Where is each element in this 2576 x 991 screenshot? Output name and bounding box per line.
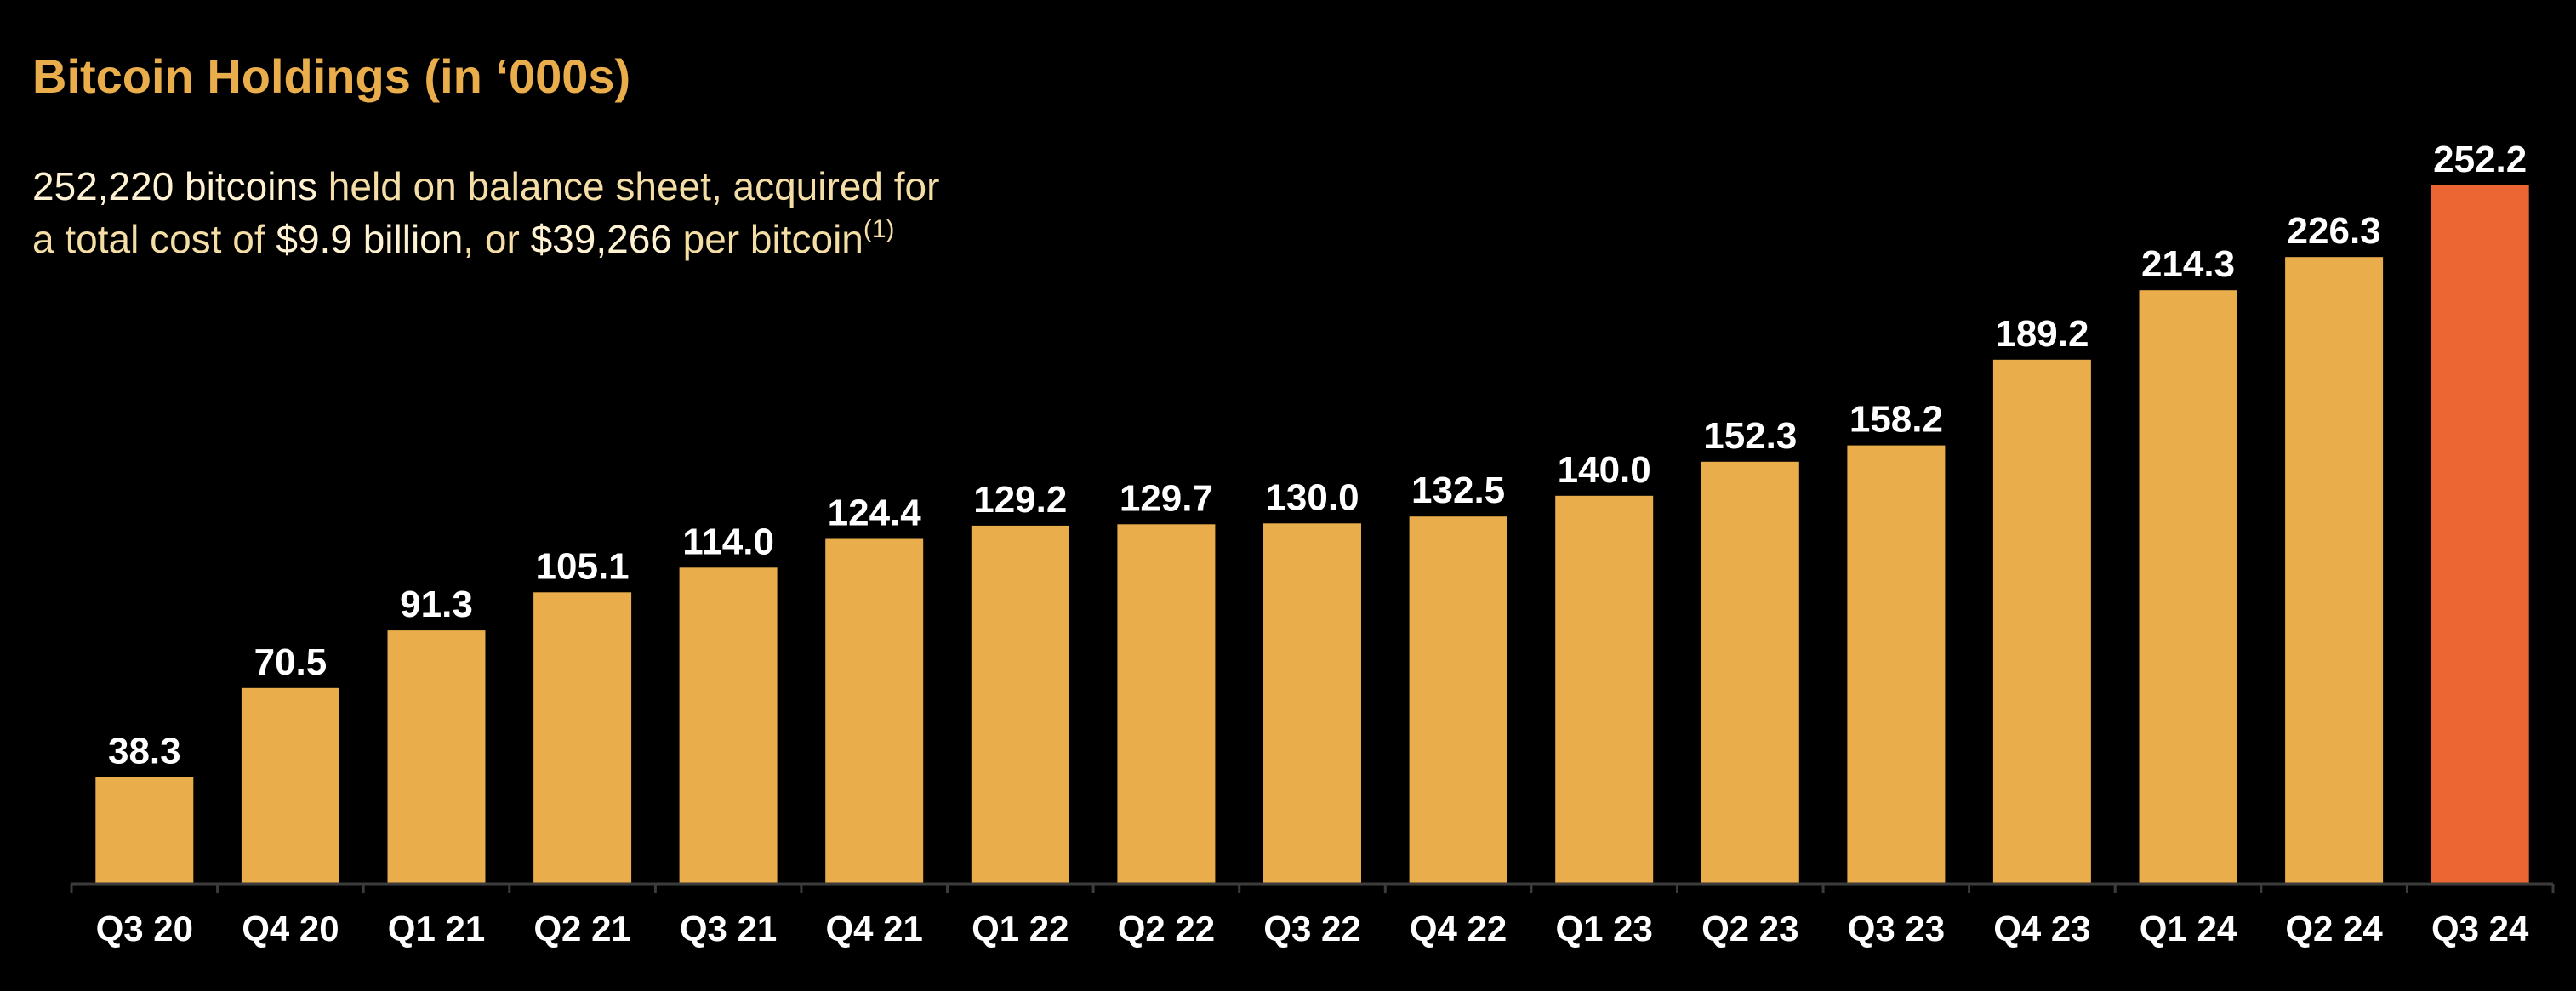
value-label: 252.2 (2433, 139, 2527, 180)
bar-q1-23 (1555, 495, 1654, 883)
bar-q4-20 (241, 687, 339, 883)
x-tick-label: Q4 23 (1993, 908, 2090, 948)
value-label: 189.2 (1995, 313, 2089, 355)
x-tick-labels-group: Q3 20 Q4 20 Q1 21 Q2 21 Q3 21 Q4 21 Q1 22 Q2 22… (96, 908, 2529, 948)
summary-text-4: per bitcoin (671, 217, 863, 261)
bar-q4-23 (1992, 359, 2091, 883)
x-tick-label: Q1 23 (1555, 908, 1652, 948)
x-tick-label: Q3 20 (96, 908, 193, 948)
bar-q3-24 (2431, 185, 2529, 883)
bar-q3-22 (1263, 523, 1361, 883)
bar-q2-24 (2285, 257, 2384, 883)
bar-q3-23 (1847, 445, 1946, 883)
summary-price-per-bitcoin: $39,266 (530, 217, 672, 261)
x-tick-label: Q2 24 (2285, 908, 2383, 948)
value-label: 214.3 (2141, 243, 2235, 285)
x-tick-label: Q2 23 (1701, 908, 1798, 948)
bar-q3-21 (679, 567, 778, 883)
value-label: 132.5 (1411, 470, 1505, 511)
value-label: 114.0 (682, 521, 774, 562)
bar-q4-21 (825, 538, 924, 883)
value-label: 152.3 (1703, 415, 1797, 457)
value-label: 130.0 (1265, 476, 1359, 518)
value-label: 140.0 (1558, 449, 1651, 491)
value-label: 129.2 (973, 479, 1067, 521)
summary-bitcoin-count: 252,220 bitcoins (32, 164, 318, 208)
x-tick-label: Q1 22 (972, 908, 1069, 948)
x-tick-label: Q3 23 (1848, 908, 1945, 948)
x-tick-label: Q2 22 (1118, 908, 1215, 948)
value-label: 129.7 (1120, 477, 1213, 519)
footnote-marker: (1) (863, 215, 895, 243)
bar-q1-24 (2139, 290, 2237, 883)
x-tick-label: Q3 22 (1263, 908, 1360, 948)
value-label: 226.3 (2288, 210, 2381, 252)
x-tick-label: Q4 22 (1410, 908, 1507, 948)
value-labels-group: 38.3 70.5 91.3 105.1 114.0 124.4 129.2 129.7 130… (108, 139, 2527, 772)
bar-q3-20 (95, 777, 194, 883)
value-label: 105.1 (536, 545, 630, 587)
value-label: 38.3 (108, 731, 181, 772)
bar-q2-22 (1117, 524, 1216, 883)
summary-text-1: held on balance sheet, acquired for (317, 164, 940, 208)
x-tick-label: Q4 21 (825, 908, 922, 948)
x-tick-label: Q2 21 (533, 908, 630, 948)
holdings-summary: 252,220 bitcoins held on balance sheet, … (32, 160, 939, 265)
bar-q2-21 (533, 592, 632, 883)
summary-text-2: a total cost of (32, 217, 276, 261)
x-tick-label: Q1 24 (2140, 908, 2237, 948)
summary-total-cost: $9.9 billion (276, 217, 464, 261)
value-label: 158.2 (1849, 399, 1943, 441)
bar-q1-22 (971, 525, 1069, 883)
chart-title: Bitcoin Holdings (in ‘000s) (32, 49, 631, 103)
bar-q2-23 (1701, 461, 1799, 883)
summary-text-3: , or (463, 217, 531, 261)
bar-q4-22 (1409, 516, 1507, 883)
bar-q1-21 (387, 630, 486, 883)
x-tick-label: Q3 21 (680, 908, 777, 948)
value-label: 70.5 (254, 641, 328, 683)
x-tick-label: Q3 24 (2431, 908, 2529, 948)
x-tick-label: Q1 21 (388, 908, 485, 948)
bars-group (95, 185, 2529, 883)
value-label: 91.3 (400, 584, 473, 625)
x-tick-marks-group (70, 884, 2555, 893)
x-tick-label: Q4 20 (242, 908, 339, 948)
value-label: 124.4 (828, 493, 922, 534)
